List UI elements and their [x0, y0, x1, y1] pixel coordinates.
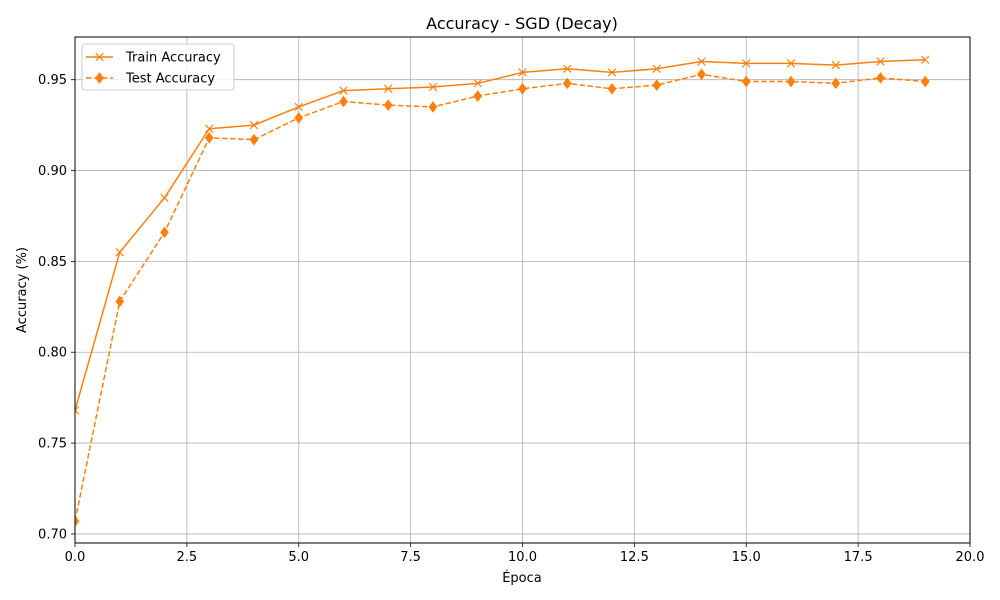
data-point	[518, 82, 527, 95]
data-point	[205, 124, 214, 133]
marker-stroke	[205, 124, 214, 133]
marker-stroke	[921, 55, 930, 64]
x-tick-label: 17.5	[844, 550, 873, 565]
data-point	[473, 90, 483, 102]
data-point	[920, 75, 930, 88]
x-tick-label: 20.0	[956, 550, 985, 565]
data-point	[607, 68, 617, 77]
marker-stroke	[428, 82, 438, 92]
y-tick-label: 0.70	[38, 527, 67, 542]
data-point	[294, 102, 303, 112]
data-point	[204, 132, 214, 144]
y-tick-label: 0.80	[38, 346, 67, 361]
data-point	[75, 515, 80, 528]
marker-stroke	[75, 406, 80, 412]
data-point	[160, 193, 169, 203]
data-point	[75, 406, 80, 415]
x-tick-label: 2.5	[177, 550, 198, 565]
marker-stroke	[115, 248, 124, 257]
marker-stroke	[160, 193, 169, 203]
data-point	[339, 86, 348, 95]
marker-stroke	[742, 59, 751, 68]
marker-stroke	[75, 409, 80, 415]
legend-box	[81, 43, 235, 91]
marker-stroke	[249, 120, 259, 130]
data-point	[383, 99, 393, 111]
data-point	[786, 75, 796, 88]
y-tick-label: 0.90	[38, 164, 67, 179]
legend-label: Test Accuracy	[125, 72, 215, 87]
x-tick-label: 0.0	[65, 550, 86, 565]
series-test-accuracy	[75, 68, 930, 528]
x-axis-title: Época	[502, 570, 542, 586]
x-tick-label: 7.5	[400, 550, 421, 565]
chart-title: Accuracy - SGD (Decay)	[426, 14, 618, 33]
marker-stroke	[652, 64, 661, 74]
data-point	[518, 68, 527, 77]
data-point	[831, 77, 841, 90]
data-point	[249, 120, 259, 130]
marker-stroke	[294, 102, 303, 112]
data-point	[876, 57, 885, 66]
data-point	[384, 84, 393, 94]
series-train-accuracy	[75, 55, 930, 415]
data-point	[428, 82, 438, 92]
data-point	[339, 95, 348, 108]
marker-stroke	[607, 68, 617, 77]
y-tick-label: 0.95	[38, 73, 67, 88]
data-point	[876, 72, 885, 84]
x-tick-label: 15.0	[732, 550, 761, 565]
x-tick-label: 5.0	[288, 550, 309, 565]
data-point	[160, 226, 169, 239]
series-line	[75, 58, 926, 411]
legend-entry: Train Accuracy	[86, 51, 221, 66]
data-point	[562, 77, 572, 90]
data-point	[786, 59, 796, 68]
marker-stroke	[518, 68, 527, 77]
legend-marker	[95, 72, 104, 84]
data-point	[742, 59, 751, 68]
y-tick-label: 0.75	[38, 437, 67, 452]
data-point	[697, 68, 706, 81]
y-tick-label: 0.85	[38, 255, 67, 270]
y-axis: 0.70 0.75 0.80 0.85 0.90 0.95	[38, 73, 75, 542]
data-point	[697, 57, 706, 66]
marker-stroke	[786, 59, 796, 68]
legend-entry: Test Accuracy	[86, 72, 215, 87]
data-point	[473, 79, 482, 88]
data-point	[115, 248, 124, 257]
marker-stroke	[95, 52, 104, 62]
data-point	[249, 133, 259, 146]
data-point	[652, 79, 662, 91]
marker-stroke	[384, 84, 393, 94]
data-point	[428, 101, 438, 113]
data-point	[921, 55, 930, 64]
series-layer	[75, 55, 930, 528]
series-line	[75, 73, 926, 522]
x-axis: 0.0 2.5 5.0 7.5 10.0 12.5 15.0 17.5 20.0	[65, 543, 985, 565]
marker-stroke	[697, 57, 706, 66]
x-tick-label: 12.5	[620, 550, 649, 565]
marker-stroke	[473, 79, 482, 88]
marker-stroke	[876, 57, 885, 66]
x-tick-label: 10.0	[508, 550, 537, 565]
marker-stroke	[831, 60, 840, 70]
data-point	[831, 60, 840, 70]
data-point	[652, 64, 661, 74]
legend-label: Train Accuracy	[125, 51, 221, 66]
y-axis-title: Accuracy (%)	[15, 247, 30, 333]
marker-stroke	[563, 64, 572, 74]
legend: Train Accuracy Test Accuracy	[81, 43, 235, 91]
marker-stroke	[339, 86, 348, 95]
data-point	[115, 295, 125, 308]
data-point	[294, 112, 304, 124]
data-point	[741, 75, 751, 88]
data-point	[607, 82, 617, 95]
data-point	[563, 64, 572, 74]
legend-marker	[95, 52, 104, 62]
